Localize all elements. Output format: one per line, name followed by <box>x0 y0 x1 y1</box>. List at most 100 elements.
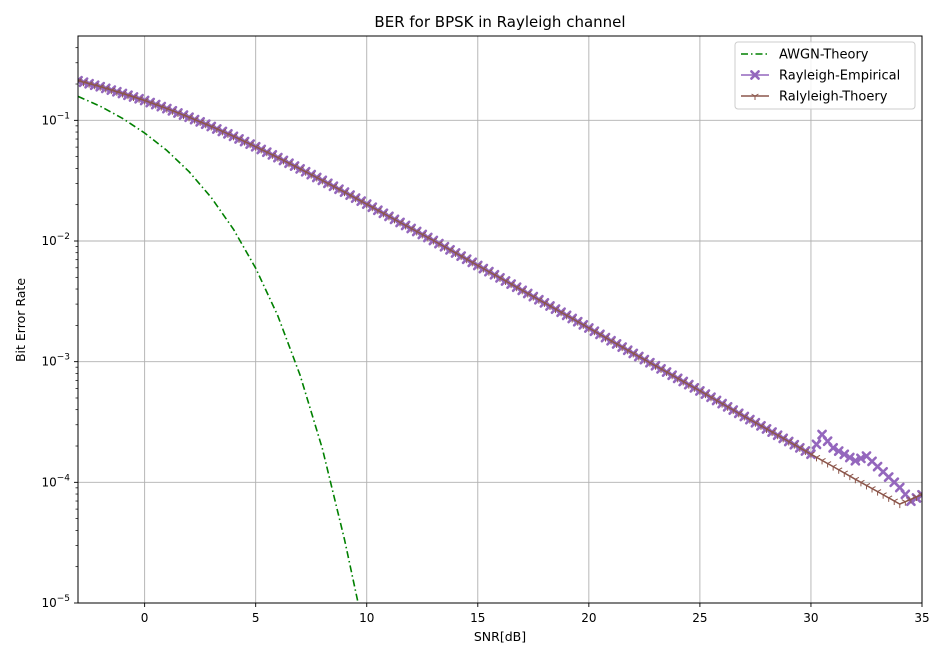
series-marker-ralyleigh-thoery <box>679 379 687 386</box>
series-marker-ralyleigh-thoery <box>807 451 815 459</box>
series-marker-ralyleigh-thoery <box>412 229 421 236</box>
series-marker-ralyleigh-thoery <box>190 117 199 124</box>
series-marker-ralyleigh-thoery <box>474 263 482 270</box>
series-marker-ralyleigh-thoery <box>485 269 493 276</box>
series-marker-ralyleigh-thoery <box>834 467 843 474</box>
y-tick-label: 10−2 <box>41 232 70 248</box>
series-marker-ralyleigh-thoery <box>685 382 693 389</box>
series-marker-ralyleigh-thoery <box>601 335 610 342</box>
series-marker-ralyleigh-thoery <box>707 394 715 402</box>
series-marker-ralyleigh-thoery <box>440 244 449 251</box>
series-marker-ralyleigh-thoery <box>501 278 510 285</box>
series-marker-ralyleigh-thoery <box>868 486 876 493</box>
series-marker-ralyleigh-thoery <box>490 272 499 279</box>
series-marker-ralyleigh-thoery <box>468 259 476 267</box>
series-marker-ralyleigh-thoery <box>146 100 154 107</box>
series-marker-ralyleigh-thoery <box>535 297 543 304</box>
series-marker-ralyleigh-thoery <box>651 363 660 370</box>
series-marker-ralyleigh-thoery <box>218 128 227 136</box>
x-tick-label: 5 <box>252 611 260 625</box>
x-tick-label: 20 <box>581 611 596 625</box>
series-marker-ralyleigh-thoery <box>635 354 643 361</box>
series-marker-ralyleigh-thoery <box>623 347 632 355</box>
x-tick-label: 35 <box>914 611 929 625</box>
y-tick-label: 10−3 <box>41 353 70 369</box>
series-marker-ralyleigh-thoery <box>407 226 415 233</box>
series-marker-ralyleigh-thoery <box>152 102 160 109</box>
series-marker-ralyleigh-thoery <box>435 241 443 248</box>
series-marker-rayleigh-empirical <box>833 446 844 456</box>
series-marker-ralyleigh-thoery <box>163 106 171 113</box>
series-marker-ralyleigh-thoery <box>140 98 149 105</box>
series-marker-ralyleigh-thoery <box>896 501 904 509</box>
series-marker-ralyleigh-thoery <box>557 309 565 317</box>
series-marker-ralyleigh-thoery <box>857 479 865 487</box>
series-marker-ralyleigh-thoery <box>729 407 737 415</box>
series-marker-ralyleigh-thoery <box>301 169 310 176</box>
series-marker-ralyleigh-thoery <box>740 414 749 421</box>
series-marker-ralyleigh-thoery <box>801 448 810 456</box>
series-marker-ralyleigh-thoery <box>168 108 177 115</box>
series-marker-ralyleigh-thoery <box>507 281 515 289</box>
series-marker-rayleigh-empirical <box>844 452 855 463</box>
series-marker-ralyleigh-thoery <box>213 126 221 133</box>
series-marker-ralyleigh-thoery <box>390 216 399 224</box>
series-marker-ralyleigh-thoery <box>307 172 315 179</box>
series-marker-ralyleigh-thoery <box>873 489 882 496</box>
series-marker-ralyleigh-thoery <box>879 492 887 499</box>
series-marker-ralyleigh-thoery <box>357 198 365 206</box>
series-marker-ralyleigh-thoery <box>746 417 754 424</box>
series-marker-ralyleigh-thoery <box>735 410 743 418</box>
series-marker-ralyleigh-thoery <box>512 284 521 292</box>
series-marker-ralyleigh-thoery <box>263 149 271 157</box>
chart-title: BER for BPSK in Rayleigh channel <box>374 13 625 31</box>
legend-marker <box>751 93 759 100</box>
series-marker-ralyleigh-thoery <box>618 344 626 352</box>
series-marker-ralyleigh-thoery <box>196 119 204 126</box>
series-marker-ralyleigh-thoery <box>107 87 116 95</box>
series-marker-ralyleigh-thoery <box>718 401 726 408</box>
series-marker-ralyleigh-thoery <box>174 110 182 117</box>
series-layer <box>78 75 922 603</box>
series-marker-ralyleigh-thoery <box>385 213 393 221</box>
series-marker-ralyleigh-thoery <box>374 207 382 215</box>
series-marker-ralyleigh-thoery <box>751 420 760 427</box>
series-marker-ralyleigh-thoery <box>551 306 560 314</box>
series-marker-ralyleigh-thoery <box>257 147 265 154</box>
series-marker-ralyleigh-thoery <box>340 189 349 197</box>
series-marker-ralyleigh-thoery <box>79 79 88 87</box>
series-marker-ralyleigh-thoery <box>246 141 254 149</box>
legend-label: Rayleigh-Empirical <box>779 69 900 84</box>
series-marker-ralyleigh-thoery <box>574 319 582 326</box>
legend-entry-rayleigh-empirical: Rayleigh-Empirical <box>741 69 900 84</box>
series-marker-ralyleigh-thoery <box>668 372 676 380</box>
series-marker-ralyleigh-thoery <box>462 256 471 264</box>
grid <box>78 36 923 604</box>
series-marker-ralyleigh-thoery <box>157 104 166 111</box>
x-tick-label: 15 <box>470 611 485 625</box>
series-marker-ralyleigh-thoery <box>596 331 604 339</box>
series-marker-ralyleigh-thoery <box>457 253 465 261</box>
series-marker-ralyleigh-thoery <box>690 385 699 392</box>
y-tick-label: 10−1 <box>41 111 70 127</box>
series-marker-ralyleigh-thoery <box>851 476 860 484</box>
series-marker-ralyleigh-thoery <box>401 223 410 230</box>
series-marker-ralyleigh-thoery <box>274 155 282 162</box>
series-marker-ralyleigh-thoery <box>313 175 321 182</box>
legend-label: Ralyleigh-Thoery <box>779 90 888 105</box>
legend-box <box>734 41 916 110</box>
series-marker-ralyleigh-thoery <box>368 204 377 212</box>
series-marker-ralyleigh-thoery <box>118 91 127 98</box>
series-marker-ralyleigh-thoery <box>918 492 922 499</box>
series-marker-ralyleigh-thoery <box>396 219 404 227</box>
series-marker-ralyleigh-thoery <box>201 121 210 129</box>
series-marker-ralyleigh-thoery <box>418 232 426 239</box>
series-marker-ralyleigh-thoery <box>612 341 621 348</box>
series-marker-ralyleigh-thoery <box>862 483 871 490</box>
series-marker-ralyleigh-thoery <box>78 78 82 85</box>
series-marker-ralyleigh-thoery <box>518 287 526 295</box>
series-marker-ralyleigh-thoery <box>251 144 260 151</box>
series-marker-ralyleigh-thoery <box>446 247 454 254</box>
series-line-awgn-theory <box>78 95 359 603</box>
